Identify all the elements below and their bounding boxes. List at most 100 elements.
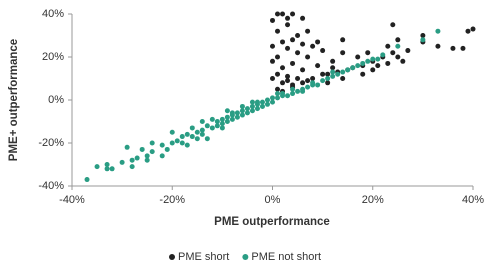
point bbox=[270, 76, 275, 81]
point bbox=[209, 125, 215, 131]
point bbox=[229, 110, 235, 116]
point bbox=[84, 177, 90, 183]
point bbox=[249, 108, 255, 114]
point bbox=[149, 140, 155, 146]
point bbox=[184, 142, 190, 148]
point bbox=[305, 84, 311, 90]
point bbox=[104, 166, 110, 172]
point bbox=[129, 164, 135, 170]
point bbox=[194, 129, 200, 135]
point bbox=[275, 28, 281, 34]
point bbox=[365, 58, 371, 64]
point bbox=[149, 149, 155, 155]
point bbox=[159, 142, 165, 148]
point bbox=[320, 71, 326, 77]
point bbox=[159, 153, 165, 159]
point bbox=[249, 103, 255, 109]
point bbox=[325, 71, 331, 77]
point bbox=[345, 67, 351, 73]
point bbox=[295, 88, 301, 94]
point bbox=[450, 45, 456, 51]
point bbox=[330, 73, 336, 79]
legend-marker bbox=[242, 254, 249, 260]
point bbox=[239, 103, 245, 109]
point bbox=[340, 76, 346, 81]
point bbox=[209, 116, 215, 122]
point bbox=[270, 43, 275, 49]
point bbox=[380, 52, 386, 58]
point bbox=[164, 146, 170, 152]
point bbox=[390, 50, 396, 56]
point bbox=[285, 45, 291, 51]
point bbox=[234, 110, 240, 116]
point bbox=[300, 67, 306, 73]
point bbox=[290, 60, 296, 66]
point bbox=[460, 45, 466, 51]
point bbox=[435, 43, 441, 49]
point bbox=[315, 63, 321, 69]
point bbox=[239, 108, 245, 114]
point bbox=[275, 11, 281, 17]
point bbox=[229, 116, 235, 122]
point bbox=[355, 63, 361, 69]
point bbox=[300, 15, 306, 21]
point bbox=[124, 144, 130, 150]
point bbox=[270, 99, 275, 105]
point bbox=[330, 65, 336, 71]
point bbox=[270, 95, 275, 101]
point bbox=[214, 123, 220, 129]
point bbox=[270, 58, 275, 64]
point bbox=[189, 134, 195, 140]
point bbox=[214, 119, 220, 124]
point bbox=[435, 28, 441, 34]
point bbox=[224, 119, 230, 124]
point bbox=[315, 82, 321, 88]
x-tick-label: 40% bbox=[462, 194, 484, 206]
point bbox=[169, 129, 175, 135]
point bbox=[395, 37, 401, 43]
point bbox=[204, 123, 210, 129]
y-tick-label: 0% bbox=[48, 94, 64, 106]
point bbox=[189, 125, 195, 131]
point bbox=[340, 69, 346, 75]
legend-label: PME not short bbox=[251, 251, 321, 263]
point bbox=[350, 65, 356, 71]
point bbox=[465, 28, 471, 34]
point bbox=[295, 50, 301, 56]
point bbox=[224, 108, 230, 114]
point bbox=[219, 125, 225, 131]
point bbox=[310, 43, 316, 49]
point bbox=[330, 58, 336, 64]
point bbox=[270, 17, 275, 23]
point bbox=[300, 41, 306, 47]
x-tick-label: -40% bbox=[59, 194, 85, 206]
point bbox=[300, 88, 306, 94]
point bbox=[139, 146, 145, 152]
point bbox=[144, 157, 150, 163]
point bbox=[194, 136, 200, 142]
point bbox=[370, 67, 376, 73]
point bbox=[199, 127, 205, 133]
point bbox=[395, 43, 401, 49]
point bbox=[355, 54, 361, 60]
y-tick-label: -40% bbox=[38, 180, 64, 192]
point bbox=[259, 103, 265, 109]
point bbox=[179, 134, 185, 140]
point bbox=[264, 97, 270, 103]
point bbox=[325, 76, 331, 81]
point bbox=[275, 86, 281, 92]
point bbox=[275, 71, 281, 77]
x-axis-title: PME outperformance bbox=[214, 216, 330, 228]
point bbox=[395, 54, 401, 60]
point bbox=[295, 33, 301, 38]
point bbox=[169, 140, 175, 146]
point bbox=[134, 155, 140, 161]
point bbox=[330, 69, 336, 75]
point bbox=[129, 157, 135, 163]
point bbox=[254, 106, 260, 112]
point bbox=[325, 80, 331, 86]
point bbox=[305, 78, 311, 84]
point bbox=[360, 71, 366, 77]
point bbox=[370, 56, 376, 62]
